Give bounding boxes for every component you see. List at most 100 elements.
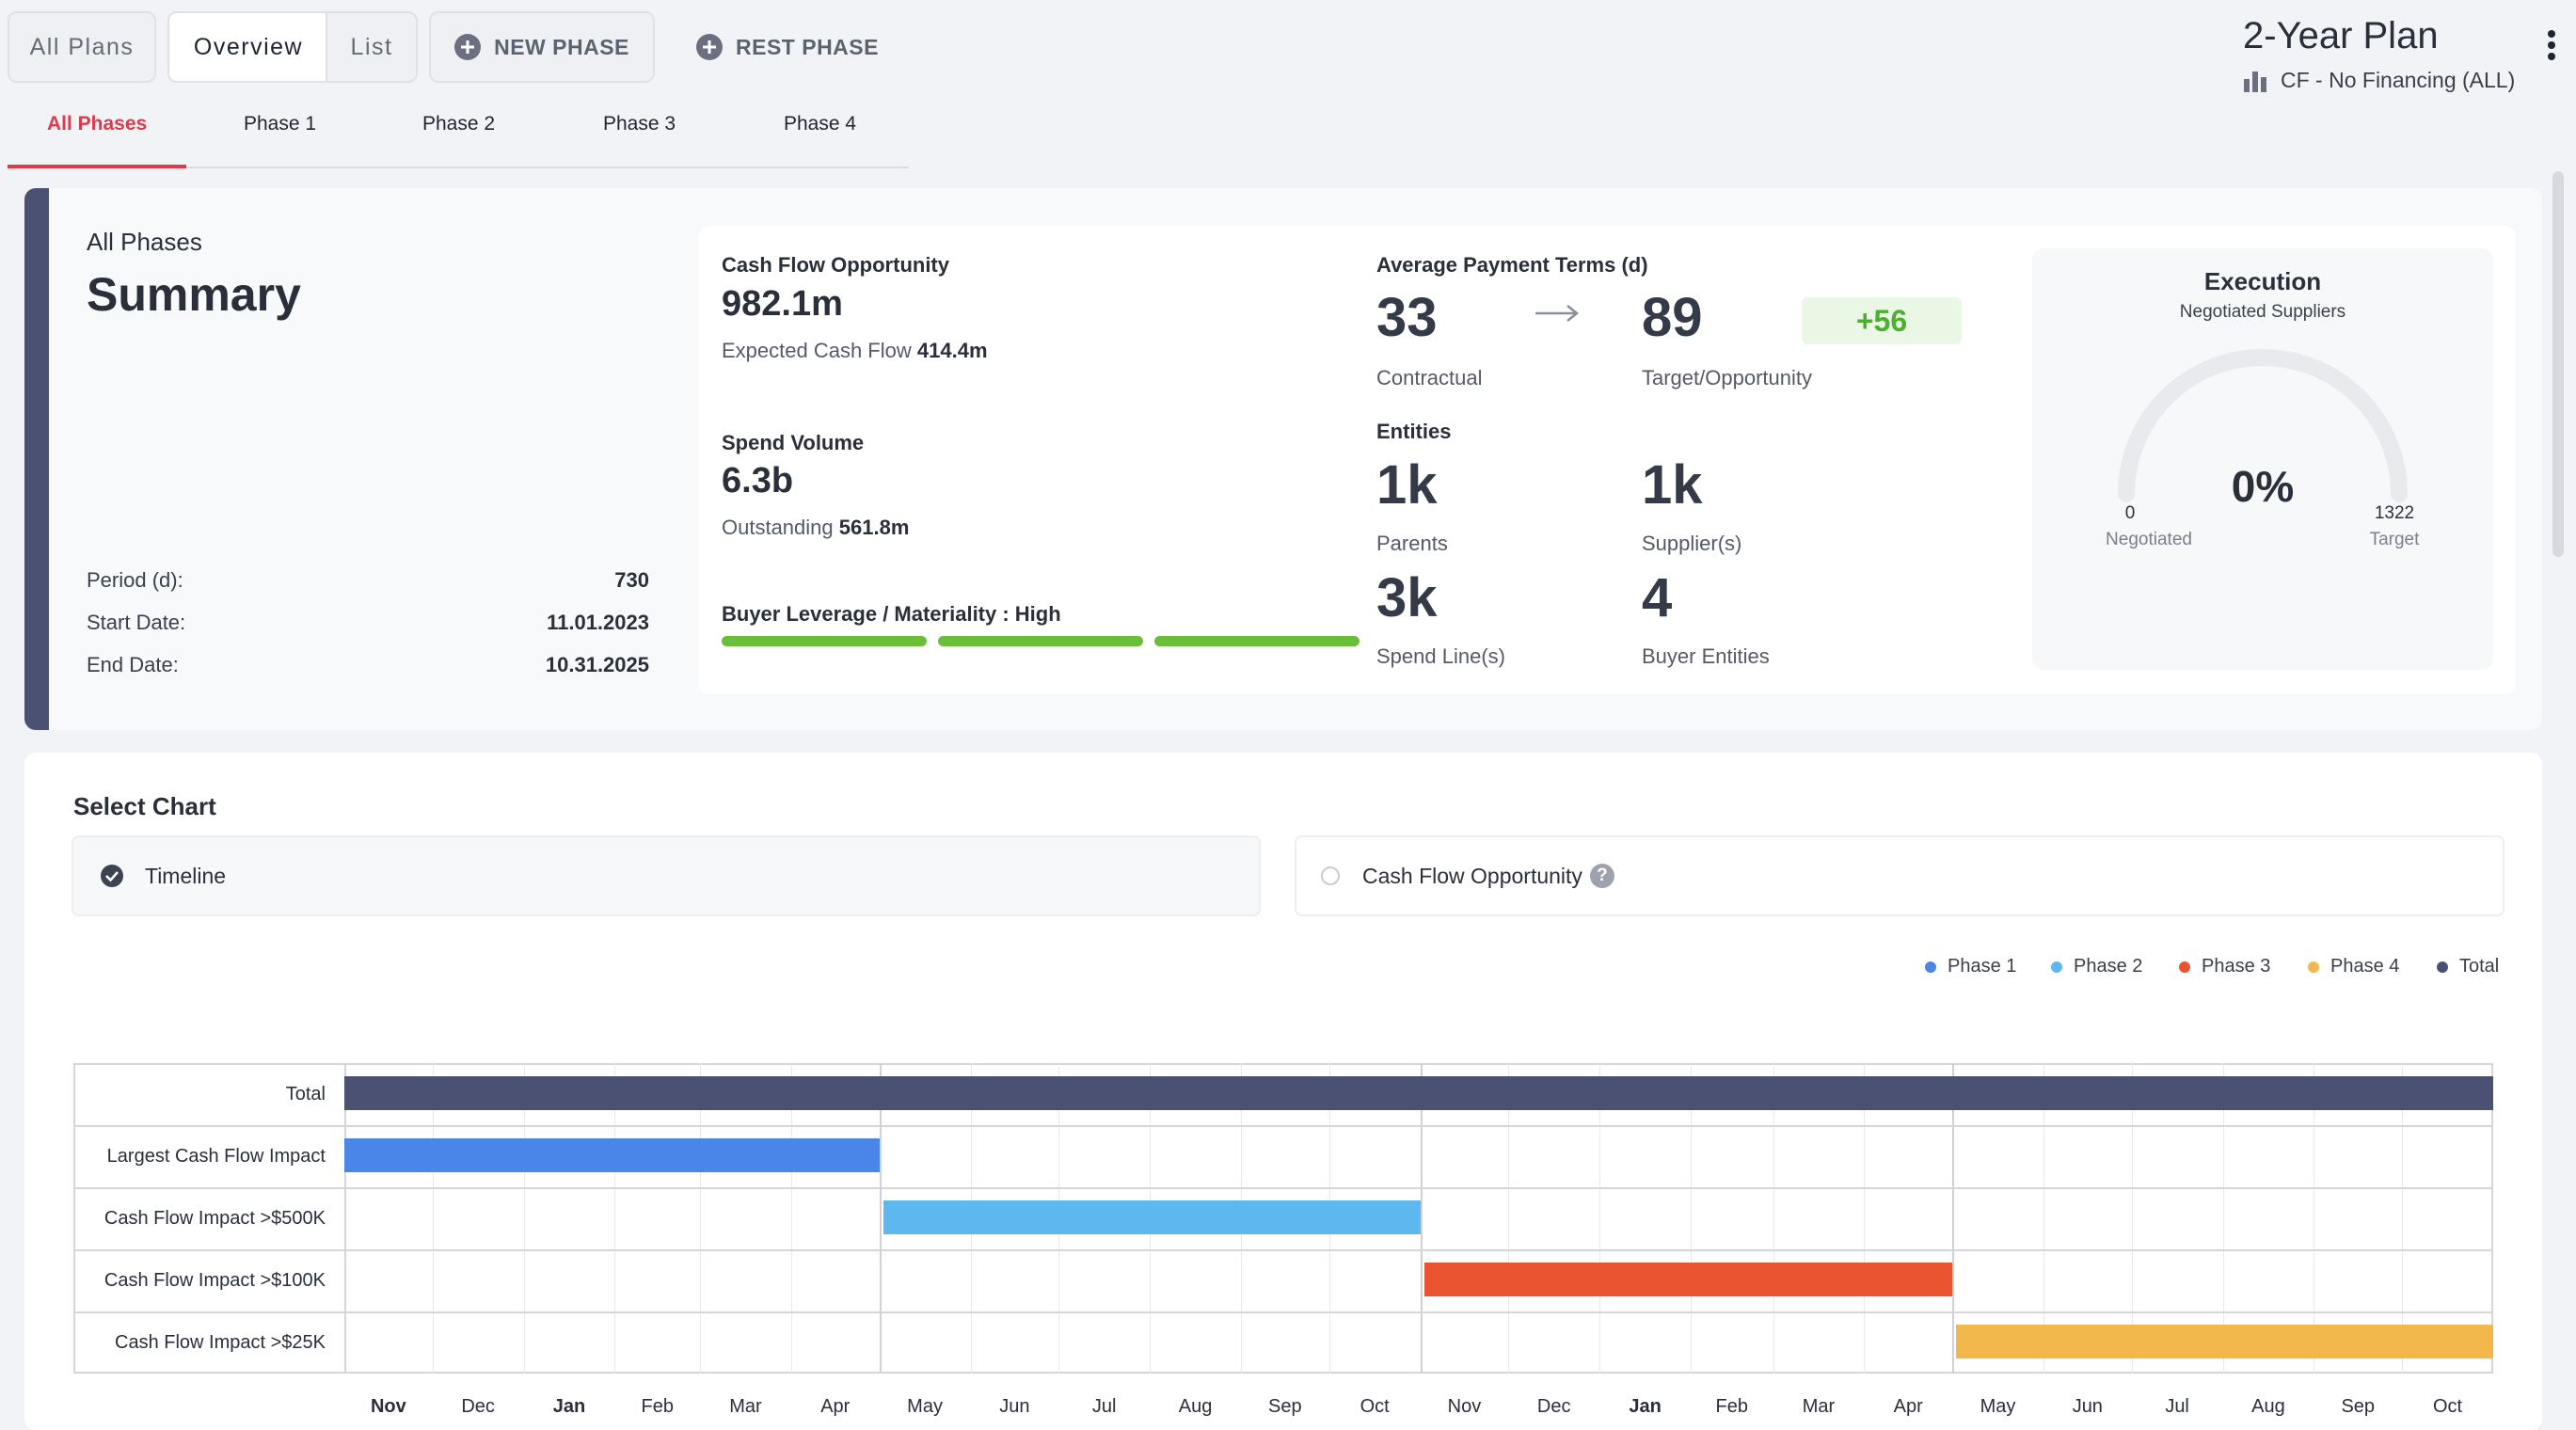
row-label: Total bbox=[285, 1084, 326, 1104]
buyer-entities-label: Buyer Entities bbox=[1642, 644, 1770, 668]
contractual-label: Contractual bbox=[1376, 366, 1483, 389]
row-label: Cash Flow Impact >$25K bbox=[115, 1332, 326, 1353]
x-tick-label: Oct bbox=[2433, 1396, 2463, 1417]
legend-dot bbox=[1925, 961, 1936, 973]
x-tick-label: Jul bbox=[2165, 1396, 2189, 1417]
gantt-bar-phase-3[interactable] bbox=[1423, 1263, 1953, 1296]
leverage-bar-3 bbox=[1154, 636, 1360, 646]
legend-label: Phase 1 bbox=[1948, 956, 2017, 977]
delta-badge: +56 bbox=[1802, 297, 1962, 344]
tab-all-phases[interactable]: All Phases bbox=[47, 113, 148, 135]
x-tick-label: Mar bbox=[1802, 1396, 1836, 1417]
tab-overview[interactable]: Overview bbox=[167, 11, 327, 83]
legend-total: Total bbox=[2437, 956, 2499, 977]
gantt-bar-total[interactable] bbox=[344, 1076, 2493, 1110]
x-tick-label: Jan bbox=[1629, 1396, 1662, 1417]
gauge-max-label: Target bbox=[2369, 530, 2420, 549]
help-icon[interactable]: ? bbox=[1589, 864, 1614, 888]
tab-phase-2[interactable]: Phase 2 bbox=[422, 113, 496, 135]
parents-label: Parents bbox=[1376, 532, 1448, 555]
option-timeline[interactable]: Timeline bbox=[72, 835, 1261, 916]
grid-line bbox=[1952, 1063, 1955, 1374]
grid-line bbox=[1508, 1063, 1510, 1374]
grid-line bbox=[2131, 1063, 2133, 1374]
x-tick-label: Jun bbox=[999, 1396, 1030, 1417]
tab-phase-4[interactable]: Phase 4 bbox=[784, 113, 857, 135]
gauge-max-value: 1322 bbox=[2374, 503, 2415, 523]
row-divider bbox=[73, 1311, 2493, 1313]
plan-subtitle: CF - No Financing (ALL) bbox=[2243, 68, 2515, 93]
period-value: 730 bbox=[614, 568, 649, 592]
x-tick-label: Mar bbox=[729, 1396, 762, 1417]
radio-empty-icon bbox=[1321, 866, 1340, 885]
execution-gauge bbox=[2118, 349, 2408, 502]
row-divider bbox=[73, 1125, 2493, 1127]
row-label: Cash Flow Impact >$100K bbox=[103, 1270, 326, 1291]
outstanding-value: 561.8m bbox=[838, 516, 910, 539]
grid-line bbox=[1691, 1063, 1692, 1374]
period-label: Period (d): bbox=[87, 568, 183, 592]
summary-accent-bar bbox=[24, 188, 49, 730]
expected-value: 414.4m bbox=[916, 339, 988, 362]
legend-phase-2: Phase 2 bbox=[2051, 956, 2142, 977]
tab-phase-3[interactable]: Phase 3 bbox=[603, 113, 676, 135]
grid-line bbox=[700, 1063, 702, 1374]
contractual-value: 33 bbox=[1376, 287, 1438, 348]
timeline-frame bbox=[73, 1063, 2493, 1374]
x-tick-label: Oct bbox=[1360, 1396, 1390, 1417]
grid-line bbox=[2043, 1063, 2044, 1374]
target-label: Target/Opportunity bbox=[1642, 366, 1812, 389]
x-tick-label: Apr bbox=[1893, 1396, 1923, 1417]
start-date-value: 11.01.2023 bbox=[547, 611, 649, 634]
active-tab-indicator bbox=[8, 165, 186, 168]
legend-dot bbox=[2437, 961, 2448, 973]
x-tick-label: Jul bbox=[1091, 1396, 1117, 1417]
bar-chart-icon bbox=[2244, 71, 2266, 92]
more-menu-icon[interactable] bbox=[2546, 28, 2557, 66]
legend-label: Phase 3 bbox=[2202, 956, 2271, 977]
legend-phase-4: Phase 4 bbox=[2308, 956, 2399, 977]
grid-line bbox=[879, 1063, 882, 1374]
scrollbar-thumb[interactable] bbox=[2552, 171, 2564, 557]
entities-label: Entities bbox=[1376, 420, 1452, 443]
outstanding: Outstanding 561.8m bbox=[722, 516, 909, 540]
x-tick-label: Sep bbox=[1268, 1396, 1302, 1417]
gantt-bar-phase-1[interactable] bbox=[344, 1138, 880, 1172]
x-tick-label: Dec bbox=[461, 1396, 495, 1417]
x-tick-label: Sep bbox=[2341, 1396, 2376, 1417]
execution-percent: 0% bbox=[2231, 462, 2295, 511]
add-circle-icon bbox=[696, 34, 723, 60]
option-cash-flow[interactable]: Cash Flow Opportunity ? bbox=[1295, 835, 2504, 916]
gantt-bar-phase-2[interactable] bbox=[883, 1200, 1421, 1234]
x-tick-label: Nov bbox=[1447, 1396, 1482, 1417]
x-tick-label: Aug bbox=[1178, 1396, 1213, 1417]
tab-all-plans[interactable]: All Plans bbox=[8, 11, 156, 83]
rest-phase-button[interactable]: REST PHASE bbox=[696, 34, 879, 60]
target-value: 89 bbox=[1642, 287, 1703, 348]
legend-dot bbox=[2308, 961, 2319, 973]
tab-list-label: List bbox=[350, 33, 393, 60]
legend-dot bbox=[2051, 961, 2062, 973]
summary-overline: All Phases bbox=[87, 228, 202, 256]
new-phase-button[interactable]: NEW PHASE bbox=[429, 11, 655, 83]
grid-line bbox=[1864, 1063, 1866, 1374]
tab-all-plans-label: All Plans bbox=[29, 33, 135, 60]
execution-panel bbox=[2032, 248, 2493, 670]
end-date-value: 10.31.2025 bbox=[545, 653, 649, 676]
x-tick-label: Aug bbox=[2251, 1396, 2285, 1417]
add-circle-icon bbox=[454, 34, 482, 60]
x-tick-label: Dec bbox=[1536, 1396, 1571, 1417]
plan-subtitle-text: CF - No Financing (ALL) bbox=[2281, 68, 2516, 92]
spendlines-label: Spend Line(s) bbox=[1376, 644, 1505, 668]
row-divider bbox=[73, 1187, 2493, 1189]
x-tick-label: May bbox=[1980, 1396, 2016, 1417]
legend-label: Total bbox=[2459, 956, 2500, 977]
outstanding-label: Outstanding bbox=[722, 516, 834, 539]
tab-list[interactable]: List bbox=[326, 11, 418, 83]
grid-line bbox=[523, 1063, 525, 1374]
x-tick-label: Feb bbox=[641, 1396, 674, 1417]
gantt-bar-phase-4[interactable] bbox=[1956, 1325, 2493, 1358]
x-tick-label: Apr bbox=[820, 1396, 851, 1417]
legend-label: Phase 4 bbox=[2330, 956, 2400, 977]
tab-phase-1[interactable]: Phase 1 bbox=[244, 113, 317, 135]
